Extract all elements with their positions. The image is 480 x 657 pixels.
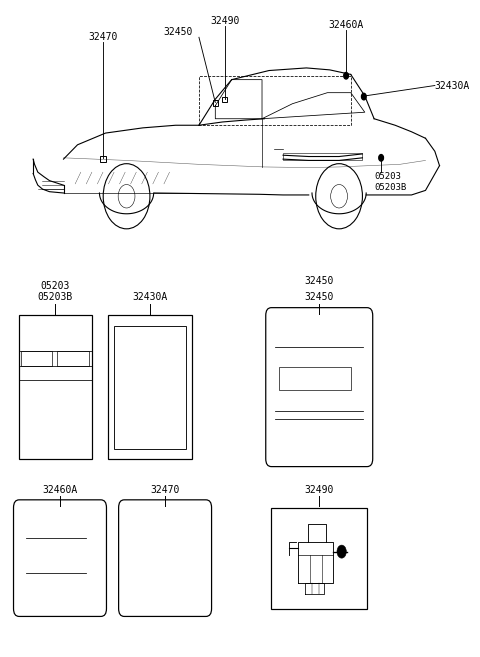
Text: 32460A: 32460A — [42, 485, 78, 495]
Text: 32490: 32490 — [304, 485, 334, 495]
Bar — [100, 156, 106, 162]
Bar — [222, 97, 228, 102]
Bar — [213, 101, 218, 106]
Circle shape — [379, 154, 384, 161]
Bar — [57, 351, 89, 366]
Bar — [21, 351, 52, 366]
Text: 32450: 32450 — [163, 28, 192, 37]
Bar — [108, 315, 192, 459]
Circle shape — [337, 545, 347, 558]
Bar — [271, 508, 367, 608]
Text: 32450: 32450 — [305, 276, 334, 286]
Circle shape — [344, 72, 348, 79]
Text: 32450: 32450 — [304, 292, 334, 302]
Circle shape — [361, 93, 366, 100]
Bar — [279, 367, 351, 390]
Text: 32430A: 32430A — [132, 292, 168, 302]
Bar — [19, 315, 92, 459]
Text: 32430A: 32430A — [435, 81, 470, 91]
Bar — [283, 152, 362, 160]
Bar — [114, 325, 186, 449]
Text: 32490: 32490 — [210, 16, 240, 26]
Text: 32470: 32470 — [150, 485, 180, 495]
Text: 05203
05203B: 05203 05203B — [38, 281, 73, 302]
Text: 32470: 32470 — [88, 32, 118, 42]
Text: 32460A: 32460A — [328, 20, 364, 30]
Text: 05203
05203B: 05203 05203B — [374, 172, 407, 192]
